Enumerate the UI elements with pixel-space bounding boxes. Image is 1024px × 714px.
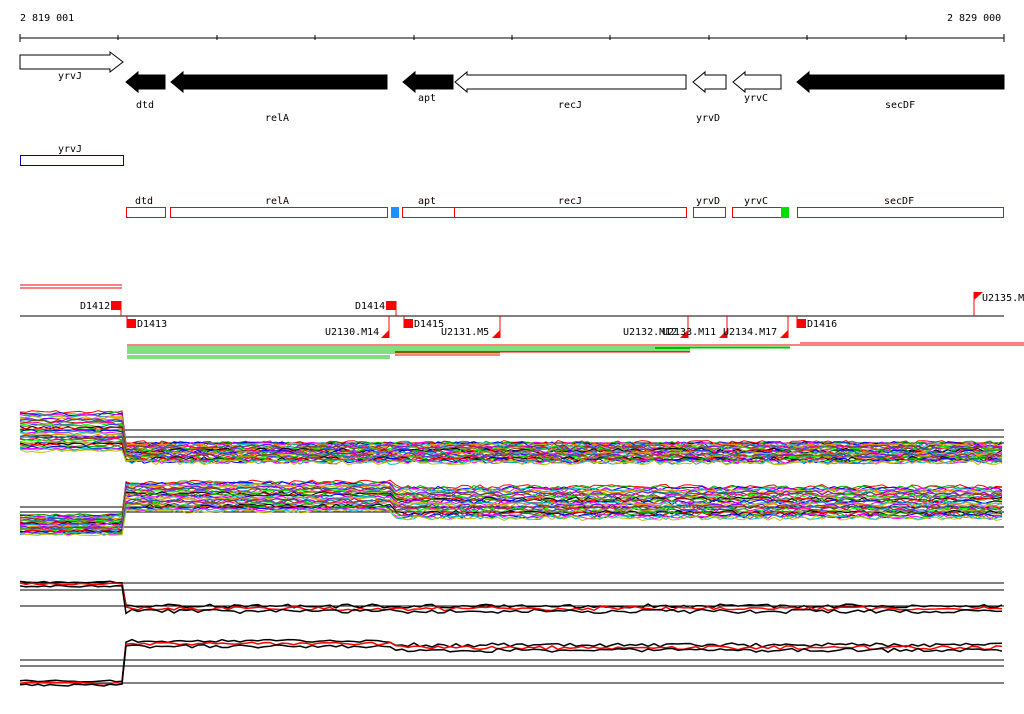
gene-arrow-dtd[interactable] bbox=[125, 70, 166, 94]
gene-arrow-yrvC[interactable] bbox=[732, 70, 782, 94]
expression-line bbox=[19, 482, 1003, 519]
expression-line bbox=[19, 584, 1003, 615]
gene-label-relA: relA bbox=[265, 113, 290, 124]
expression-profile-upper bbox=[19, 410, 1004, 466]
expression-average-lower bbox=[19, 638, 1004, 687]
expression-line bbox=[19, 410, 1003, 447]
minus-box-relA[interactable] bbox=[170, 207, 388, 218]
expression-line bbox=[19, 497, 1003, 529]
gene-arrow-relA[interactable] bbox=[170, 70, 388, 94]
tu-label-U2133-M11[interactable]: U2133.M11 bbox=[662, 327, 717, 338]
expression-line bbox=[19, 580, 1003, 609]
gene-label-yrvJ: yrvJ bbox=[58, 71, 83, 82]
minus-track-label-recJ: recJ bbox=[558, 196, 583, 207]
expression-line bbox=[19, 448, 1003, 466]
gene-label-recJ: recJ bbox=[558, 100, 583, 111]
gene-label-secDF: secDF bbox=[885, 100, 916, 111]
gene-label-apt: apt bbox=[418, 93, 437, 104]
expression-line bbox=[19, 494, 1003, 527]
expression-line bbox=[19, 417, 1003, 450]
minus-track-label-relA: relA bbox=[265, 196, 290, 207]
expression-line bbox=[19, 437, 1003, 460]
expression-average-upper bbox=[19, 580, 1004, 615]
blue-marker[interactable] bbox=[391, 207, 399, 218]
expression-line bbox=[19, 507, 1003, 536]
expression-line bbox=[19, 432, 1003, 458]
minus-track-label-yrvD: yrvD bbox=[696, 196, 721, 207]
tu-label-D1414[interactable]: D1414 bbox=[355, 301, 386, 312]
minus-box-yrvD[interactable] bbox=[693, 207, 726, 218]
expression-line bbox=[19, 479, 1003, 517]
expression-line bbox=[19, 644, 1003, 687]
gene-label-yrvD: yrvD bbox=[696, 113, 721, 124]
minus-box-dtd[interactable] bbox=[126, 207, 166, 218]
gene-label-yrvC: yrvC bbox=[744, 93, 769, 104]
expression-line bbox=[19, 582, 1003, 612]
minus-track bbox=[126, 207, 1004, 218]
expression-line bbox=[19, 508, 1003, 537]
transcription-unit-track bbox=[20, 284, 1024, 359]
gene-arrow-yrvD[interactable] bbox=[692, 70, 727, 94]
plus-track-label-yrvJ: yrvJ bbox=[58, 144, 83, 155]
minus-track-label-yrvC: yrvC bbox=[744, 196, 769, 207]
tu-label-D1413[interactable]: D1413 bbox=[137, 319, 168, 330]
tu-label-U2130-M14[interactable]: U2130.M14 bbox=[325, 327, 380, 338]
coordinate-ruler bbox=[19, 34, 1005, 42]
minus-box-recJ[interactable] bbox=[454, 207, 687, 218]
tu-label-D1416[interactable]: D1416 bbox=[807, 319, 838, 330]
minus-box-secDF[interactable] bbox=[797, 207, 1004, 218]
expression-profile-lower bbox=[19, 479, 1004, 537]
tu-label-U2134-M17[interactable]: U2134.M17 bbox=[723, 327, 778, 338]
gene-arrow-secDF[interactable] bbox=[796, 70, 1005, 94]
ruler-start-label: 2 819 001 bbox=[20, 13, 75, 24]
green-marker[interactable] bbox=[781, 207, 789, 218]
expression-line bbox=[19, 503, 1003, 534]
minus-track-label-apt: apt bbox=[418, 196, 437, 207]
ruler-end-label: 2 829 000 bbox=[947, 13, 1002, 24]
minus-box-apt[interactable] bbox=[402, 207, 455, 218]
tu-label-U2132-M12[interactable]: U2132.M12 bbox=[623, 327, 678, 338]
tu-label-U2135-M[interactable]: U2135.M bbox=[982, 293, 1024, 304]
expression-line bbox=[19, 411, 1003, 447]
minus-box-yrvC[interactable] bbox=[732, 207, 783, 218]
minus-track-label-dtd: dtd bbox=[135, 196, 154, 207]
expression-line bbox=[19, 490, 1003, 524]
plus-track-box-yrvJ[interactable] bbox=[20, 155, 124, 166]
expression-line bbox=[19, 425, 1003, 454]
minus-track-label-secDF: secDF bbox=[884, 196, 915, 207]
gene-arrow-yrvJ[interactable] bbox=[19, 50, 124, 74]
gene-arrow-recJ[interactable] bbox=[454, 70, 687, 94]
tu-label-D1412[interactable]: D1412 bbox=[80, 301, 111, 312]
tu-label-D1415[interactable]: D1415 bbox=[414, 319, 445, 330]
expression-line bbox=[19, 481, 1003, 519]
tu-label-U2131-M5[interactable]: U2131.M5 bbox=[441, 327, 490, 338]
expression-line bbox=[19, 641, 1003, 685]
gene-label-dtd: dtd bbox=[136, 100, 155, 111]
gene-arrow-track bbox=[19, 50, 1005, 94]
expression-line bbox=[19, 493, 1003, 526]
gene-arrow-apt[interactable] bbox=[402, 70, 454, 94]
